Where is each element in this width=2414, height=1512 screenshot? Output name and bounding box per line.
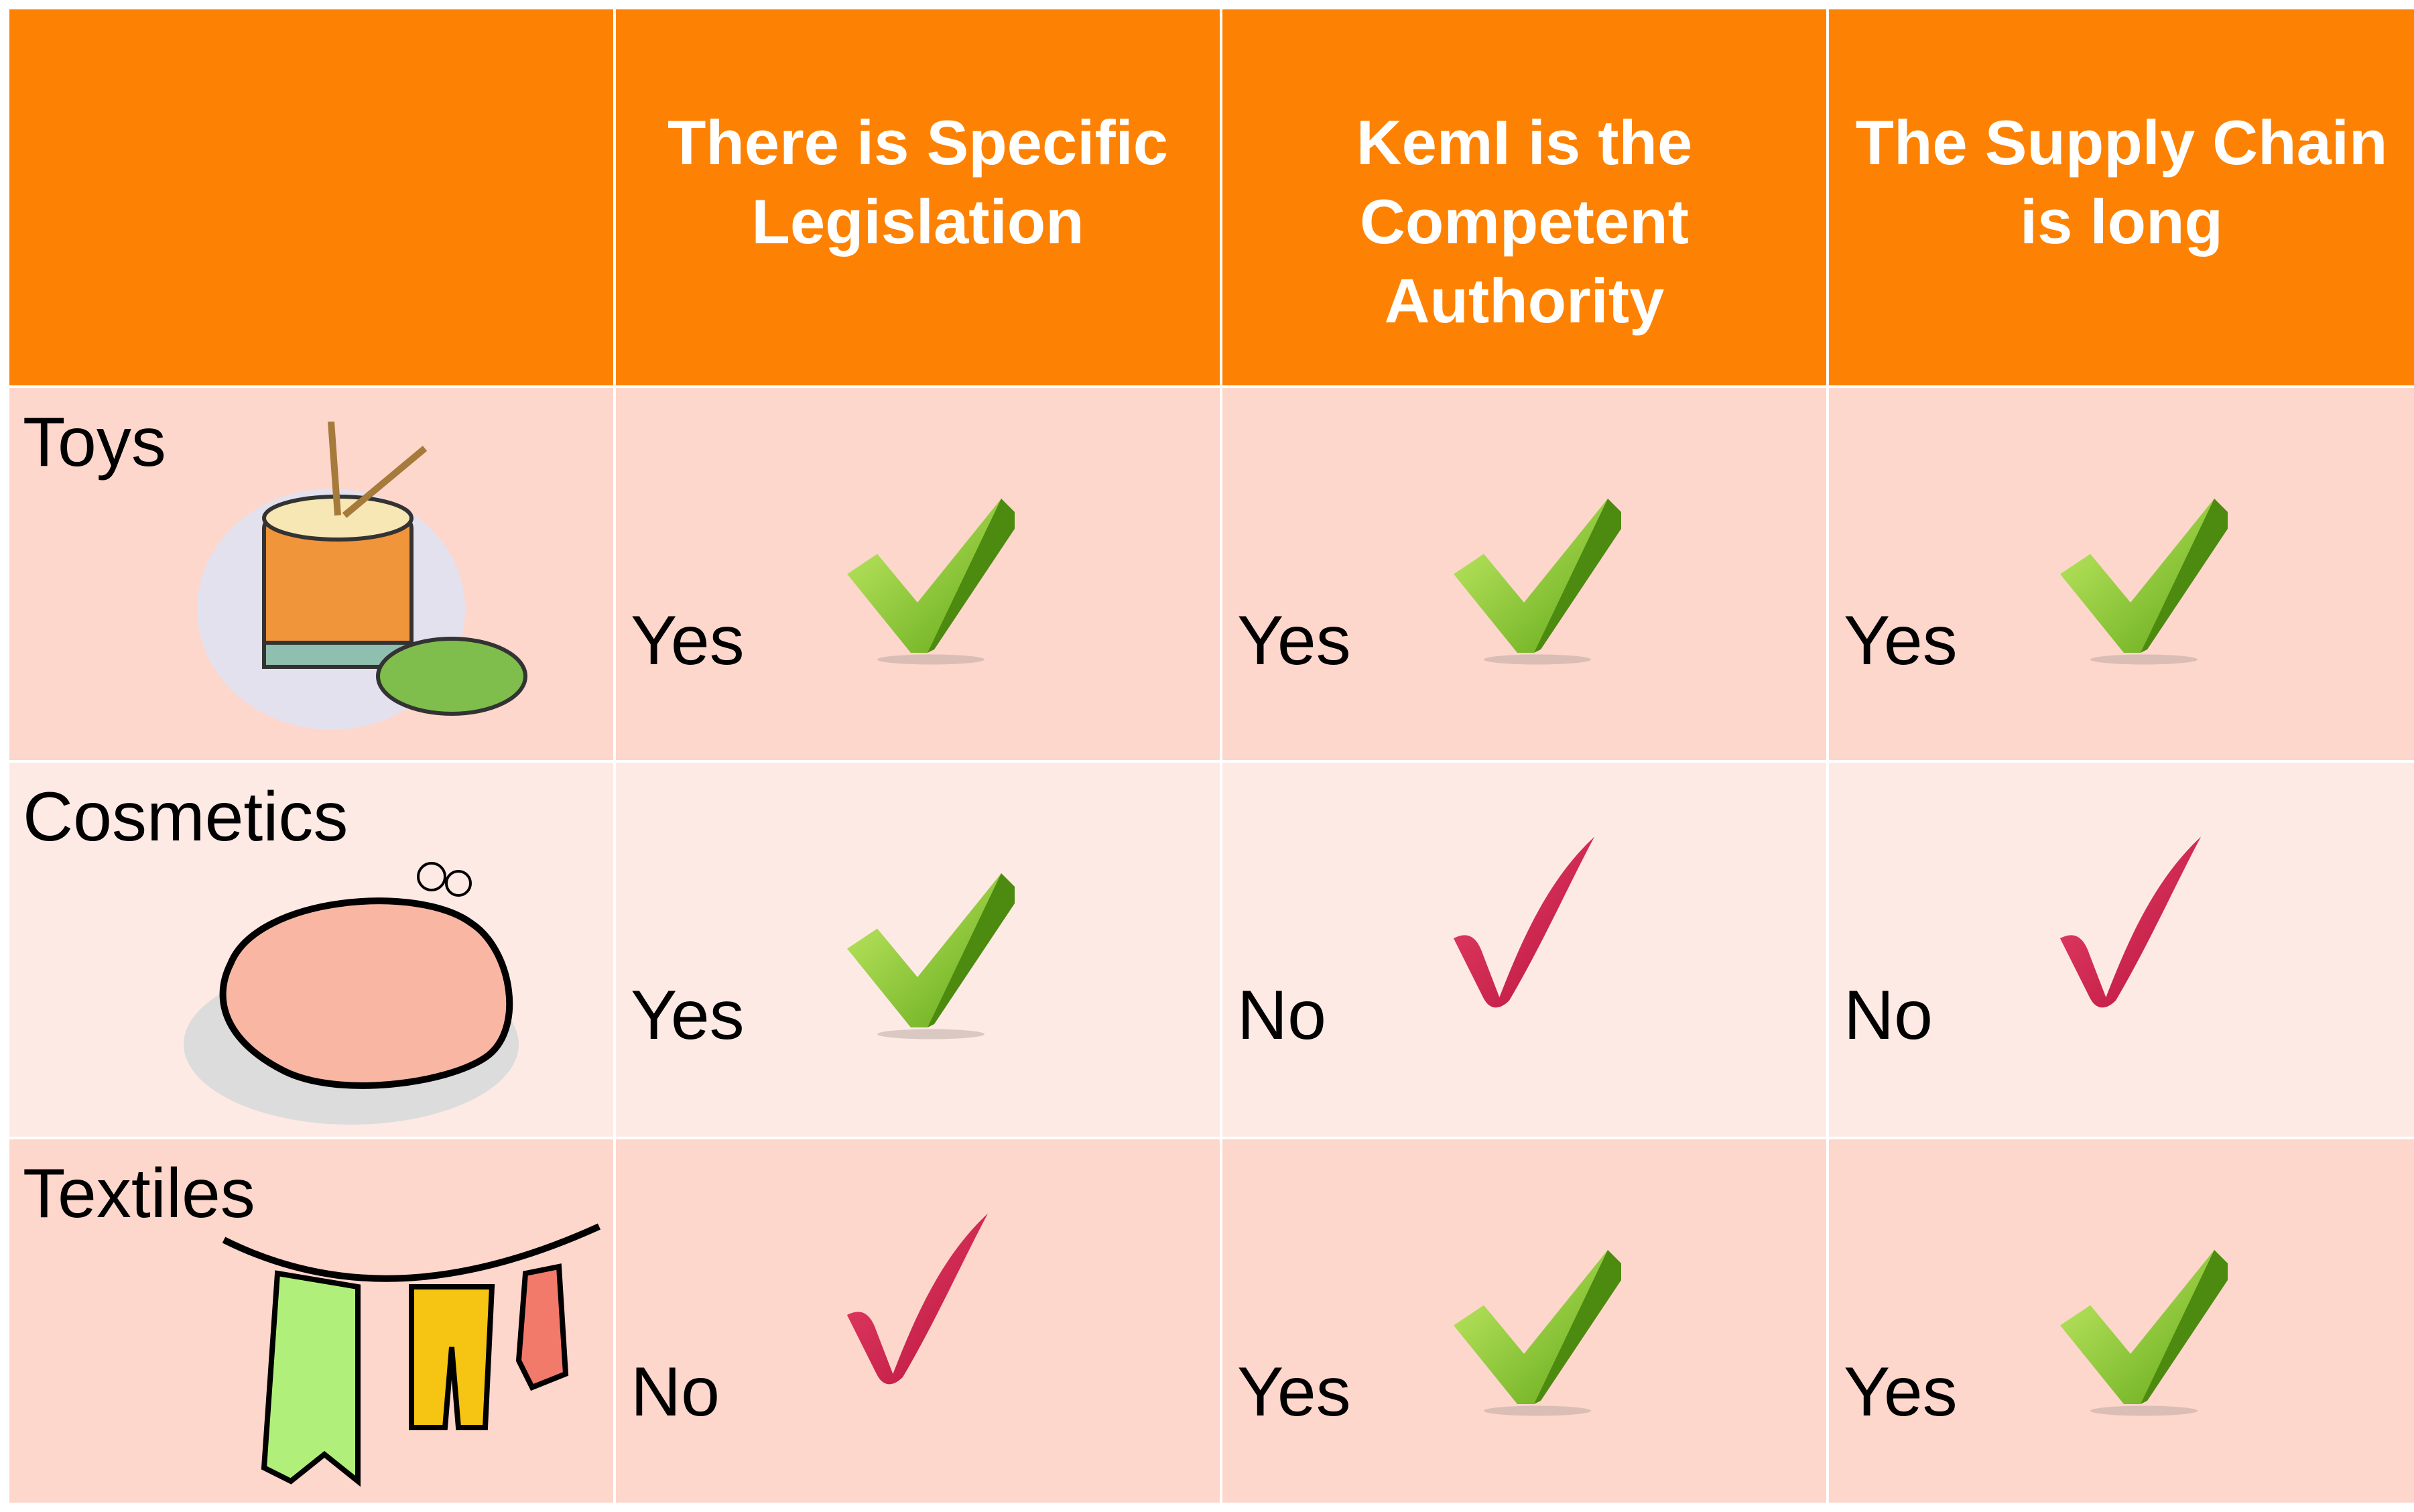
answer: Yes — [1844, 1353, 1958, 1431]
answer: Yes — [1237, 602, 1351, 680]
row-header: Toys — [9, 388, 613, 760]
check-icon — [847, 499, 1015, 665]
cell: No — [1829, 763, 2414, 1137]
cell: No — [1222, 763, 1826, 1137]
textiles-icon — [222, 1223, 601, 1487]
check-icon — [2060, 1250, 2228, 1416]
cell: Yes — [616, 388, 1220, 760]
answer: Yes — [1844, 602, 1958, 680]
answer: No — [1844, 976, 1933, 1054]
answer: No — [1237, 976, 1326, 1054]
column-header: There is Specific Legislation — [616, 9, 1220, 385]
answer: Yes — [631, 602, 745, 680]
answer: No — [631, 1353, 720, 1431]
cell: Yes — [1829, 388, 2414, 760]
table: There is Specific Legislation KemI is th… — [9, 9, 2414, 1512]
answer: Yes — [1237, 1353, 1351, 1431]
row-label: Textiles — [23, 1155, 255, 1233]
check-icon — [847, 873, 1015, 1040]
row-label: Cosmetics — [23, 778, 348, 856]
check-icon — [846, 1213, 989, 1385]
soap-icon — [184, 862, 519, 1125]
header-corner — [9, 9, 613, 385]
row-label: Toys — [23, 403, 166, 481]
check-icon — [2059, 836, 2202, 1008]
check-icon — [1453, 836, 1595, 1008]
check-icon — [2060, 499, 2228, 665]
answer: Yes — [631, 976, 745, 1054]
column-header: KemI is the Competent Authority — [1222, 9, 1826, 385]
cell: Yes — [1222, 388, 1826, 760]
check-icon — [1454, 1250, 1621, 1416]
toys-icon — [197, 422, 527, 730]
cell: Yes — [1222, 1139, 1826, 1503]
row-header: Textiles — [9, 1139, 613, 1503]
cell: Yes — [616, 763, 1220, 1137]
cell: No — [616, 1139, 1220, 1503]
cell: Yes — [1829, 1139, 2414, 1503]
column-header: The Supply Chain is long — [1829, 9, 2414, 385]
check-icon — [1454, 499, 1621, 665]
row-header: Cosmetics — [9, 763, 613, 1137]
